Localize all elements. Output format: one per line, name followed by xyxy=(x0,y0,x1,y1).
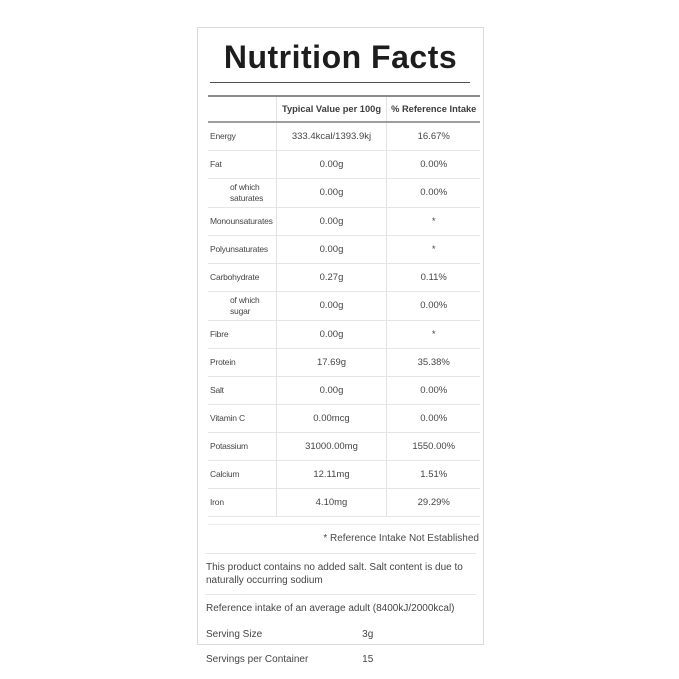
row-value: 0.00g xyxy=(275,150,387,179)
row-value: 0.00g xyxy=(275,207,387,236)
row-reference-intake: 35.38% xyxy=(386,348,480,377)
row-reference-intake: 0.11% xyxy=(386,263,480,292)
table-header-row: Typical Value per 100g % Reference Intak… xyxy=(208,94,480,123)
row-reference-intake: * xyxy=(386,207,480,236)
title-divider xyxy=(210,81,470,83)
row-label: Monounsaturates xyxy=(208,207,276,236)
row-reference-intake: 0.00% xyxy=(386,376,480,405)
nutrition-table-body: Energy 333.4kcal/1393.9kj 16.67% Fat 0.00g 0.… xyxy=(208,121,480,517)
row-label: Protein xyxy=(208,348,276,377)
table-row: Monounsaturates 0.00g * xyxy=(208,207,480,236)
table-row: Salt 0.00g 0.00% xyxy=(208,376,480,405)
row-label: Potassium xyxy=(208,432,276,461)
row-value: 0.00g xyxy=(275,291,387,321)
servings-per-container-row: Servings per Container 15 xyxy=(205,647,476,672)
nutrition-label-card: Nutrition Facts Typical Value per 100g %… xyxy=(197,27,484,665)
row-label: of which sugar xyxy=(208,291,276,321)
row-label: Vitamin C xyxy=(208,404,276,433)
table-row: Fat 0.00g 0.00% xyxy=(208,150,480,179)
row-reference-intake: 0.00% xyxy=(386,178,480,208)
row-reference-intake: * xyxy=(386,320,480,349)
row-reference-intake: 0.00% xyxy=(386,291,480,321)
table-row: Polyunsaturates 0.00g * xyxy=(208,235,480,264)
row-value: 333.4kcal/1393.9kj xyxy=(275,121,387,151)
nutrition-table: Typical Value per 100g % Reference Intak… xyxy=(208,94,480,517)
row-value: 0.00g xyxy=(275,376,387,405)
servings-per-container-value: 15 xyxy=(362,653,374,665)
table-row: Protein 17.69g 35.38% xyxy=(208,348,480,377)
row-value: 31000.00mg xyxy=(275,432,387,461)
col-header-empty xyxy=(208,94,276,123)
row-reference-intake: 1550.00% xyxy=(386,432,480,461)
table-row: of which sugar 0.00g 0.00% xyxy=(208,291,480,321)
page-title: Nutrition Facts xyxy=(223,39,458,75)
table-row: Calcium 12.11mg 1.51% xyxy=(208,460,480,489)
row-label: Energy xyxy=(208,121,276,151)
row-reference-intake: * xyxy=(386,235,480,264)
row-value: 4.10mg xyxy=(275,488,387,517)
serving-size-value: 3g xyxy=(362,628,374,640)
row-reference-intake: 16.67% xyxy=(386,121,480,151)
table-row: Vitamin C 0.00mcg 0.00% xyxy=(208,404,480,433)
table-row: Potassium 31000.00mg 1550.00% xyxy=(208,432,480,461)
row-reference-intake: 1.51% xyxy=(386,460,480,489)
row-value: 17.69g xyxy=(275,348,387,377)
servings-per-container-label: Servings per Container xyxy=(206,653,309,665)
col-header-typical-value: Typical Value per 100g xyxy=(275,94,387,123)
row-reference-intake: 29.29% xyxy=(386,488,480,517)
row-label: Fibre xyxy=(208,320,276,349)
salt-note: This product contains no added salt. Sal… xyxy=(205,552,476,594)
row-label: Iron xyxy=(208,488,276,517)
row-label: of which saturates xyxy=(208,178,276,208)
row-reference-intake: 0.00% xyxy=(386,404,480,433)
table-row: Fibre 0.00g * xyxy=(208,320,480,349)
serving-size-label: Serving Size xyxy=(206,628,263,640)
table-row: Energy 333.4kcal/1393.9kj 16.67% xyxy=(208,121,480,151)
table-row: Iron 4.10mg 29.29% xyxy=(208,488,480,517)
row-value: 0.27g xyxy=(275,263,387,292)
row-label: Salt xyxy=(208,376,276,405)
row-label: Fat xyxy=(208,150,276,179)
reference-intake-footnote: * Reference Intake Not Established xyxy=(208,523,480,553)
row-reference-intake: 0.00% xyxy=(386,150,480,179)
table-row: of which saturates 0.00g 0.00% xyxy=(208,178,480,208)
row-value: 0.00mcg xyxy=(275,404,387,433)
row-label: Carbohydrate xyxy=(208,263,276,292)
row-value: 12.11mg xyxy=(275,460,387,489)
table-row: Carbohydrate 0.27g 0.11% xyxy=(208,263,480,292)
col-header-reference-intake: % Reference Intake xyxy=(386,94,480,123)
reference-intake-note: Reference intake of an average adult (84… xyxy=(205,593,476,622)
row-value: 0.00g xyxy=(275,320,387,349)
row-value: 0.00g xyxy=(275,178,387,208)
row-value: 0.00g xyxy=(275,235,387,264)
serving-size-row: Serving Size 3g xyxy=(205,622,476,647)
row-label: Calcium xyxy=(208,460,276,489)
row-label: Polyunsaturates xyxy=(208,235,276,264)
